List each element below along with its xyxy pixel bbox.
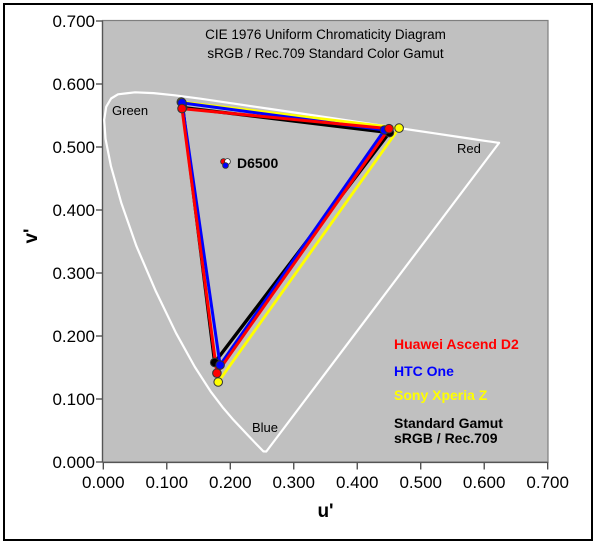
- chart-title-block: CIE 1976 Uniform Chromaticity Diagram sR…: [103, 25, 548, 63]
- x-axis-title: u': [317, 501, 334, 522]
- locus-label-red: Red: [457, 141, 481, 156]
- vertex-marker-huawei-green: [177, 103, 187, 114]
- locus-label-blue: Blue: [252, 420, 279, 435]
- vertex-marker-huawei-blue: [212, 368, 222, 379]
- y-tick-label: 0.500: [52, 138, 95, 157]
- x-tick-label: 0.500: [399, 473, 442, 492]
- gamut-triangle-huawei: [180, 107, 391, 375]
- vertex-marker-sony-red: [394, 123, 404, 133]
- y-tick-label: 0.100: [52, 390, 95, 409]
- plot-area-background: [101, 19, 549, 463]
- legend-item-sony: Sony Xperia Z: [394, 387, 488, 403]
- x-tick-label: 0.700: [526, 473, 569, 492]
- y-tick-label: 0.000: [52, 453, 95, 472]
- figure-border: [3, 3, 593, 541]
- chart-subtitle: sRGB / Rec.709 Standard Color Gamut: [207, 46, 444, 61]
- chart-title: CIE 1976 Uniform Chromaticity Diagram: [205, 27, 446, 42]
- x-tick-label: 0.400: [335, 473, 379, 492]
- y-tick-label: 0.700: [52, 12, 95, 31]
- vertex-marker-htc-blue: [215, 360, 225, 370]
- y-tick-label: 0.200: [52, 327, 95, 346]
- legend-item-standard-gamut-line1: Standard Gamut: [394, 415, 503, 431]
- x-tick-label: 0.200: [208, 473, 252, 492]
- y-tick-label: 0.400: [52, 201, 95, 220]
- vertex-marker-sony-blue: [213, 377, 223, 387]
- vertex-marker-huawei-red: [384, 123, 394, 134]
- x-tick-label: 0.100: [145, 473, 189, 492]
- legend-item-huawei: Huawei Ascend D2: [394, 336, 519, 352]
- y-axis-title: v': [21, 228, 42, 244]
- gamut-triangle-htc: [180, 101, 386, 367]
- white-point-marker-htc: [222, 162, 229, 169]
- white-point-label: D6500: [237, 155, 279, 171]
- x-tick-label: 0.300: [272, 473, 316, 492]
- locus-label-green: Green: [112, 103, 149, 118]
- spectral-locus-curve: [103, 91, 501, 453]
- x-tick-label: 0.600: [462, 473, 506, 492]
- x-tick-label: 0.000: [82, 473, 125, 492]
- legend-item-htc: HTC One: [394, 363, 454, 379]
- y-tick-label: 0.300: [52, 264, 95, 283]
- legend-item-standard-gamut-line2: sRGB / Rec.709: [394, 430, 498, 446]
- y-tick-label: 0.600: [52, 75, 95, 94]
